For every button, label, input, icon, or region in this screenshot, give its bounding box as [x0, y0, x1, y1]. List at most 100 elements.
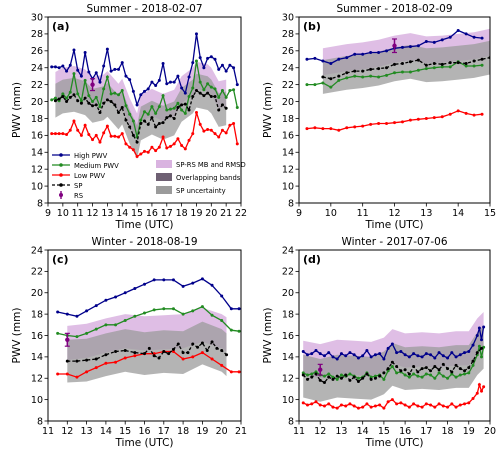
series-point-high-pwv — [403, 353, 407, 357]
y-tick-label: 18 — [31, 114, 43, 125]
series-point-low-pwv — [235, 142, 239, 146]
series-point-sp — [91, 104, 95, 108]
series-point-sp — [395, 364, 399, 368]
y-tick-label: 24 — [31, 63, 43, 74]
series-point-sp — [53, 99, 57, 103]
y-tick-label: 20 — [282, 97, 294, 108]
series-point-sp — [198, 91, 202, 95]
x-tick-label: 16 — [138, 426, 150, 437]
series-point-low-pwv — [424, 402, 428, 406]
y-tick-label: 8 — [288, 198, 294, 209]
series-point-sp — [424, 63, 428, 67]
series-point-sp — [157, 356, 161, 360]
series-point-low-pwv — [157, 145, 161, 149]
series-point-sp — [344, 373, 348, 377]
series-point-sp — [165, 116, 169, 120]
series-point-sp — [450, 370, 454, 374]
series-point-medium-pwv — [206, 82, 210, 86]
y-tick-label: 10 — [31, 395, 43, 406]
series-point-sp — [187, 108, 191, 112]
legend-label-overlapping-bands: Overlapping bands — [176, 174, 241, 182]
series-point-sp — [131, 133, 135, 137]
series-point-sp — [191, 94, 195, 98]
series-point-sp — [104, 353, 108, 357]
series-point-high-pwv — [237, 307, 241, 311]
panel-title: Summer - 2018-02-09 — [336, 3, 452, 15]
series-point-medium-pwv — [416, 68, 420, 72]
series-point-sp — [440, 62, 444, 66]
series-point-medium-pwv — [477, 344, 481, 348]
series-point-medium-pwv — [183, 111, 187, 115]
series-point-sp — [215, 346, 219, 350]
x-tick-label: 14 — [452, 208, 464, 219]
series-point-low-pwv — [105, 124, 109, 128]
series-point-sp — [352, 375, 356, 379]
series-point-low-pwv — [237, 370, 241, 374]
series-point-medium-pwv — [429, 373, 433, 377]
series-point-high-pwv — [232, 66, 236, 70]
series-point-high-pwv — [117, 67, 121, 71]
series-point-medium-pwv — [113, 91, 117, 95]
rs-point — [65, 337, 70, 342]
series-point-low-pwv — [318, 403, 322, 407]
series-point-sp — [382, 371, 386, 375]
series-point-high-pwv — [171, 278, 175, 282]
series-point-medium-pwv — [424, 372, 428, 376]
series-point-medium-pwv — [50, 98, 54, 102]
series-point-sp — [327, 375, 331, 379]
series-point-high-pwv — [102, 64, 106, 68]
series-point-high-pwv — [301, 350, 305, 354]
x-axis-label: Time (UTC) — [114, 219, 173, 231]
series-point-medium-pwv — [87, 94, 91, 98]
series-point-low-pwv — [171, 350, 175, 354]
series-point-low-pwv — [104, 361, 108, 365]
series-point-medium-pwv — [161, 94, 165, 98]
series-point-medium-pwv — [209, 85, 213, 89]
series-point-high-pwv — [361, 52, 365, 56]
series-point-high-pwv — [463, 351, 467, 355]
series-point-high-pwv — [50, 65, 54, 69]
series-point-medium-pwv — [480, 63, 484, 67]
series-point-low-pwv — [385, 122, 389, 126]
series-point-high-pwv — [408, 45, 412, 49]
series-point-medium-pwv — [123, 319, 127, 323]
panel-title: Winter - 2017-07-06 — [341, 236, 447, 248]
series-point-high-pwv — [104, 298, 108, 302]
series-point-sp — [128, 125, 132, 129]
series-point-sp — [318, 378, 322, 382]
series-point-high-pwv — [143, 282, 146, 286]
series-point-low-pwv — [393, 121, 396, 125]
series-point-medium-pwv — [157, 105, 161, 109]
x-tick-label: 21 — [220, 208, 232, 219]
series-point-sp — [456, 61, 460, 65]
series-point-sp — [385, 66, 389, 70]
panel-label: (d) — [303, 253, 321, 266]
series-point-medium-pwv — [79, 99, 83, 103]
series-point-high-pwv — [143, 89, 146, 93]
chart-panel-1: 9 10 11 12 13 14 15 16 17 18 19 20 21 228101214161820… — [11, 3, 247, 231]
series-point-medium-pwv — [467, 371, 471, 375]
series-point-high-pwv — [345, 56, 349, 60]
series-point-high-pwv — [416, 44, 420, 48]
y-tick-label: 24 — [282, 63, 294, 74]
series-point-medium-pwv — [329, 85, 333, 89]
series-point-low-pwv — [191, 132, 195, 136]
series-point-sp — [448, 61, 452, 65]
series-point-medium-pwv — [187, 94, 191, 98]
series-point-high-pwv — [480, 338, 484, 342]
series-point-high-pwv — [441, 354, 445, 358]
series-point-medium-pwv — [91, 100, 95, 104]
series-point-low-pwv — [202, 129, 206, 133]
series-point-sp — [205, 348, 209, 352]
series-point-high-pwv — [314, 348, 318, 352]
x-tick-label: 15 — [119, 426, 131, 437]
x-tick-label: 19 — [196, 426, 208, 437]
x-axis-label: Time (UTC) — [114, 437, 173, 449]
y-tick-label: 22 — [31, 267, 43, 278]
series-point-medium-pwv — [102, 87, 106, 91]
series-point-low-pwv — [369, 122, 373, 126]
series-point-high-pwv — [217, 67, 221, 71]
series-point-sp — [98, 111, 102, 115]
series-point-sp — [339, 376, 343, 380]
series-point-sp — [472, 59, 476, 63]
